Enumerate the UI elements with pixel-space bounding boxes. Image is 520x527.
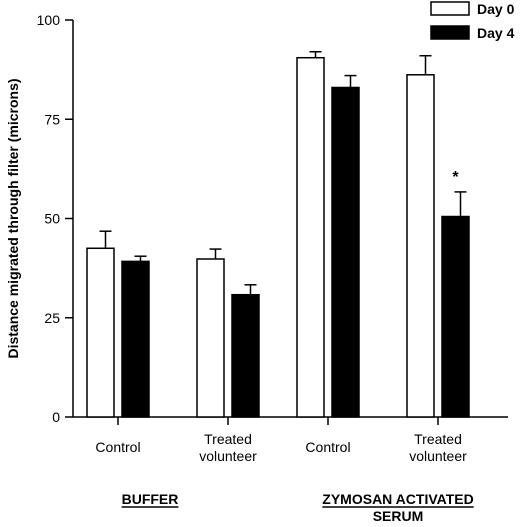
legend-label: Day 4 [477,25,515,41]
category-label: Treated [204,431,252,447]
category-label: Control [95,439,140,455]
category-label: volunteer [199,448,257,464]
legend-swatch [430,25,470,40]
bar [196,258,225,418]
bar [296,56,325,418]
group-label: SERUM [373,508,424,524]
y-tick-label: 0 [52,409,60,425]
category-label: Control [305,439,350,455]
y-tick-label: 50 [44,211,60,227]
y-tick-label: 25 [44,310,60,326]
bar [231,293,260,418]
significance-marker: * [452,169,459,186]
group-label: BUFFER [122,491,179,507]
bars [86,51,470,418]
legend-swatch [430,1,470,16]
y-tick-label: 75 [44,111,60,127]
bar [86,247,115,418]
bar [441,215,470,418]
category-label: Treated [414,431,462,447]
bar [121,260,150,418]
legend: Day 0 Day 4 [430,1,515,41]
labels: Distance migrated through filter (micron… [5,78,474,524]
y-tick-label: 100 [37,12,61,28]
y-axis-label: Distance migrated through filter (micron… [5,78,21,358]
legend-label: Day 0 [477,1,515,17]
category-label: volunteer [409,448,467,464]
bar [406,74,435,418]
bar [331,86,360,418]
group-label: ZYMOSAN ACTIVATED [322,491,473,507]
